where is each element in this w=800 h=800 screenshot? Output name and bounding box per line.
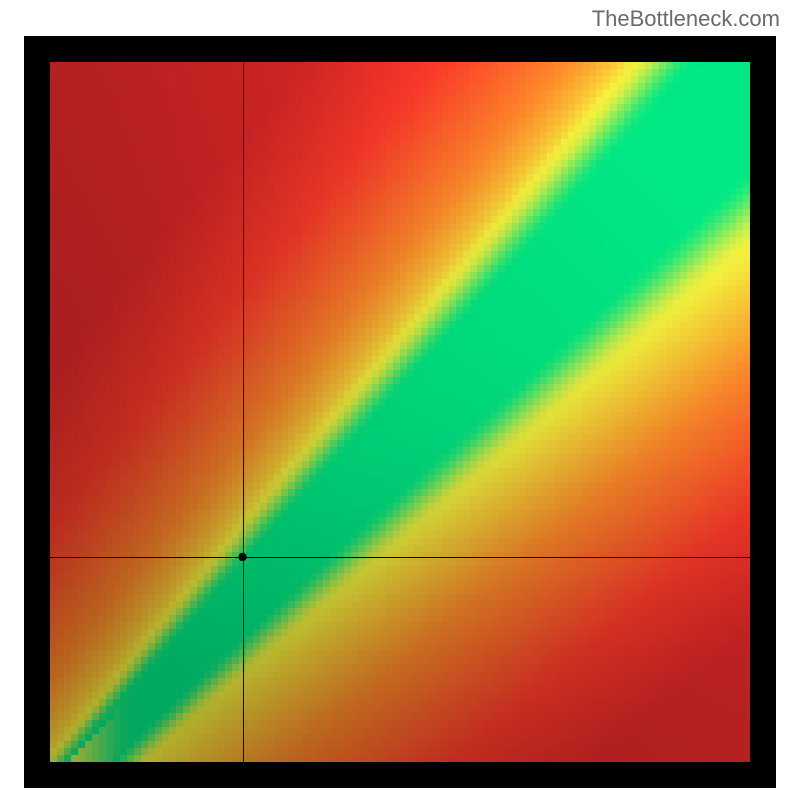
chart-outer-frame	[24, 36, 776, 788]
crosshair-overlay	[50, 62, 750, 762]
watermark-text: TheBottleneck.com	[592, 6, 780, 32]
chart-container: TheBottleneck.com	[0, 0, 800, 800]
